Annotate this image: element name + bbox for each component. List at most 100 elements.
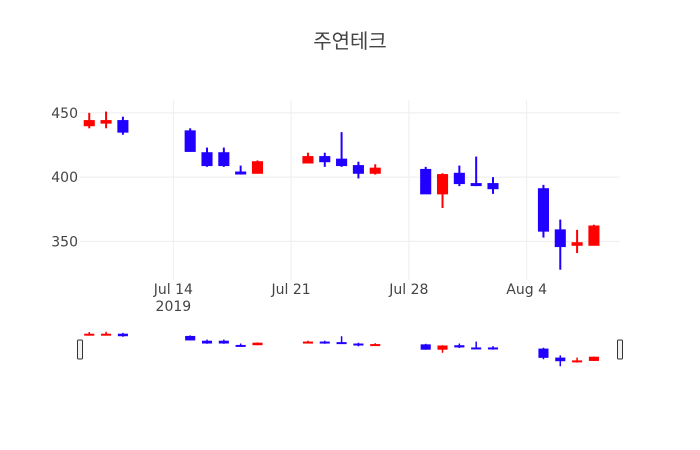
candle-body bbox=[436, 174, 449, 195]
candle-body bbox=[420, 168, 432, 195]
candle bbox=[571, 229, 583, 253]
candle-body bbox=[588, 225, 600, 246]
slider-candle bbox=[185, 335, 196, 341]
x-tick-label: Jul 28 bbox=[388, 282, 428, 298]
grid-lines bbox=[80, 100, 620, 280]
candle bbox=[352, 161, 364, 179]
candle bbox=[369, 164, 381, 175]
candle-body bbox=[554, 229, 566, 248]
candle bbox=[83, 112, 95, 129]
candle-body bbox=[369, 167, 381, 174]
y-tick-label: 450 bbox=[51, 106, 78, 122]
slider-candle bbox=[471, 341, 482, 350]
slider-candle bbox=[117, 332, 128, 337]
candle-body bbox=[251, 161, 264, 174]
slider-candle bbox=[454, 343, 465, 349]
candle-body bbox=[235, 171, 247, 175]
candle bbox=[436, 173, 449, 208]
slider-candle-body bbox=[336, 342, 347, 345]
slider-candle-body bbox=[302, 341, 313, 344]
slider-candle-body bbox=[117, 333, 128, 337]
slider-candle bbox=[538, 347, 549, 360]
slider-candle bbox=[420, 343, 431, 350]
y-axis-labels: 350 400 450 bbox=[51, 106, 78, 251]
candle bbox=[117, 116, 129, 135]
candles bbox=[83, 111, 600, 270]
slider-candle-body bbox=[201, 340, 213, 344]
slider-candle-body bbox=[218, 340, 229, 344]
candle-body bbox=[487, 183, 499, 190]
candle-body bbox=[470, 183, 482, 187]
slider-candle-body bbox=[538, 348, 549, 358]
slider-candle-body bbox=[555, 357, 566, 362]
candle-body bbox=[537, 188, 550, 232]
chart-title: 주연테크 bbox=[313, 29, 387, 53]
candle bbox=[100, 111, 112, 129]
range-slider-right-handle[interactable] bbox=[617, 339, 623, 360]
candle bbox=[319, 152, 331, 167]
slider-candle-body bbox=[84, 333, 95, 336]
slider-candle-body bbox=[353, 343, 364, 346]
slider-candle-body bbox=[252, 342, 263, 346]
candle bbox=[554, 219, 566, 270]
slider-candle-body bbox=[370, 344, 381, 347]
range-slider-left-handle[interactable] bbox=[77, 339, 83, 360]
slider-candle-body bbox=[454, 345, 465, 348]
candle bbox=[302, 152, 314, 164]
range-slider[interactable] bbox=[77, 331, 623, 367]
slider-candle-body bbox=[185, 335, 196, 341]
candle-body bbox=[571, 242, 583, 246]
slider-candle bbox=[588, 356, 599, 361]
candle-body bbox=[83, 120, 95, 127]
slider-candle-body bbox=[101, 333, 112, 336]
candle-body bbox=[218, 152, 230, 167]
candle-body bbox=[302, 156, 314, 164]
candle bbox=[336, 132, 348, 167]
candle bbox=[420, 166, 432, 195]
x-tick-label: Aug 4 bbox=[506, 282, 547, 298]
slider-candle-body bbox=[437, 345, 448, 350]
slider-candle bbox=[84, 332, 95, 336]
slider-candle bbox=[101, 331, 112, 336]
candle-body bbox=[352, 165, 364, 174]
slider-candle-body bbox=[588, 356, 599, 361]
candle bbox=[453, 165, 465, 187]
candle-body bbox=[117, 120, 129, 133]
x-tick-label: Jul 14 bbox=[153, 282, 193, 298]
slider-candle bbox=[319, 340, 330, 344]
x-tick-year-label: 2019 bbox=[156, 299, 192, 315]
slider-candle-body bbox=[572, 360, 583, 363]
slider-candle bbox=[370, 343, 381, 347]
slider-candle-body bbox=[235, 344, 246, 347]
slider-candle-body bbox=[487, 347, 499, 350]
slider-candle bbox=[437, 345, 448, 353]
slider-candle bbox=[487, 346, 499, 350]
candle bbox=[201, 147, 213, 167]
candle bbox=[588, 224, 600, 246]
candle-body bbox=[201, 152, 213, 167]
candle-body bbox=[184, 130, 196, 152]
slider-candle bbox=[252, 342, 263, 346]
slider-candle bbox=[353, 342, 364, 347]
x-tick-label: Jul 21 bbox=[271, 282, 311, 298]
slider-candle bbox=[336, 336, 347, 345]
candle-body bbox=[319, 156, 331, 163]
slider-candle bbox=[218, 339, 229, 344]
slider-candle bbox=[201, 339, 213, 344]
candle bbox=[235, 165, 247, 175]
candle bbox=[537, 184, 550, 238]
y-tick-label: 350 bbox=[51, 234, 78, 250]
candle bbox=[218, 147, 230, 167]
slider-candle-body bbox=[319, 341, 330, 344]
slider-candle bbox=[572, 357, 583, 363]
candle bbox=[470, 156, 482, 187]
candle bbox=[184, 128, 196, 152]
slider-candle bbox=[235, 343, 246, 347]
candle-body bbox=[336, 158, 348, 167]
slider-candle bbox=[555, 355, 566, 367]
candle-body bbox=[100, 120, 112, 124]
candle bbox=[251, 160, 264, 174]
